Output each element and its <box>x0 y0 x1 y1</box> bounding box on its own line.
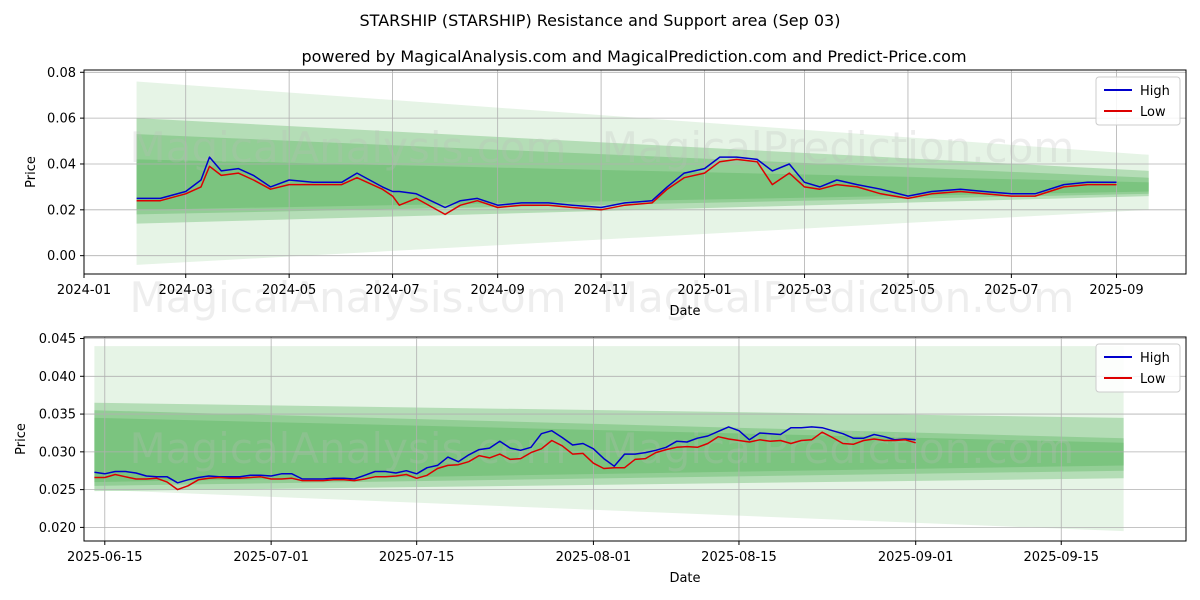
y-tick-label: 0.040 <box>39 370 76 385</box>
band-middle <box>136 118 1149 224</box>
x-tick-label: 2024-07 <box>365 283 419 298</box>
watermark: MagicalAnalysis.com <box>130 273 567 322</box>
x-tick-label: 2025-07-15 <box>379 550 455 565</box>
y-tick-label: 0.045 <box>39 332 76 347</box>
x-axis-label: Date <box>669 304 700 319</box>
y-tick-label: 0.02 <box>47 203 76 218</box>
y-tick-label: 0.025 <box>39 483 76 498</box>
x-tick-label: 2024-01 <box>57 283 111 298</box>
band-middle <box>94 402 1124 492</box>
x-tick-label: 2024-09 <box>471 283 525 298</box>
x-tick-label: 2024-05 <box>262 283 316 298</box>
plot-frame <box>83 69 1187 275</box>
y-tick-label: 0.06 <box>47 112 76 127</box>
band-inner <box>94 410 1124 486</box>
band-core <box>94 417 1124 483</box>
series-low-line <box>136 158 1117 216</box>
x-axis-label: Date <box>669 571 700 586</box>
x-tick-label: 2025-09-01 <box>878 550 954 565</box>
x-tick-label: 2025-01 <box>677 283 731 298</box>
x-tick-label: 2025-06-15 <box>67 550 143 565</box>
band-outer <box>136 81 1149 265</box>
legend-label-low: Low <box>1140 105 1166 120</box>
plot-frame <box>83 336 1187 542</box>
watermark: MagicalAnalysis.com <box>130 123 567 172</box>
series-low-line <box>94 431 916 491</box>
x-tick-label: 2024-03 <box>159 283 213 298</box>
watermark: MagicalPrediction.com <box>602 273 1075 322</box>
watermark: MagicalAnalysis.com <box>130 424 567 473</box>
top-chart: MagicalAnalysis.com MagicalPrediction.com… <box>24 66 1187 322</box>
x-tick-label: 2025-09 <box>1089 283 1143 298</box>
x-tick-label: 2025-07-01 <box>233 550 309 565</box>
y-tick-label: 0.035 <box>39 408 76 423</box>
y-tick-label: 0.04 <box>47 157 76 172</box>
y-axis-label: Price <box>14 423 29 455</box>
y-tick-label: 0.030 <box>39 445 76 460</box>
x-tick-label: 2025-08-01 <box>556 550 632 565</box>
band-core <box>136 159 1149 210</box>
legend-label-high: High <box>1140 84 1170 99</box>
chart-subtitle: powered by MagicalAnalysis.com and Magic… <box>301 47 966 66</box>
series-high-line <box>136 156 1117 209</box>
y-tick-label: 0.020 <box>39 521 76 536</box>
bottom-chart: MagicalAnalysis.com MagicalPrediction.com… <box>14 332 1187 586</box>
watermark: MagicalPrediction.com <box>602 123 1075 172</box>
band-outer <box>94 346 1124 532</box>
x-tick-label: 2025-08-15 <box>701 550 777 565</box>
series-high-line <box>94 426 916 484</box>
x-tick-label: 2024-11 <box>574 283 628 298</box>
x-tick-label: 2025-07 <box>984 283 1038 298</box>
x-tick-label: 2025-05 <box>881 283 935 298</box>
y-tick-label: 0.08 <box>47 66 76 81</box>
legend-label-low: Low <box>1140 372 1166 387</box>
x-tick-label: 2025-09-15 <box>1023 550 1099 565</box>
legend: High Low <box>1095 343 1181 393</box>
legend: High Low <box>1095 76 1181 126</box>
chart-title: STARSHIP (STARSHIP) Resistance and Suppo… <box>360 11 841 30</box>
x-tick-label: 2025-03 <box>777 283 831 298</box>
legend-label-high: High <box>1140 351 1170 366</box>
y-tick-label: 0.00 <box>47 249 76 264</box>
y-axis-label: Price <box>24 156 39 188</box>
